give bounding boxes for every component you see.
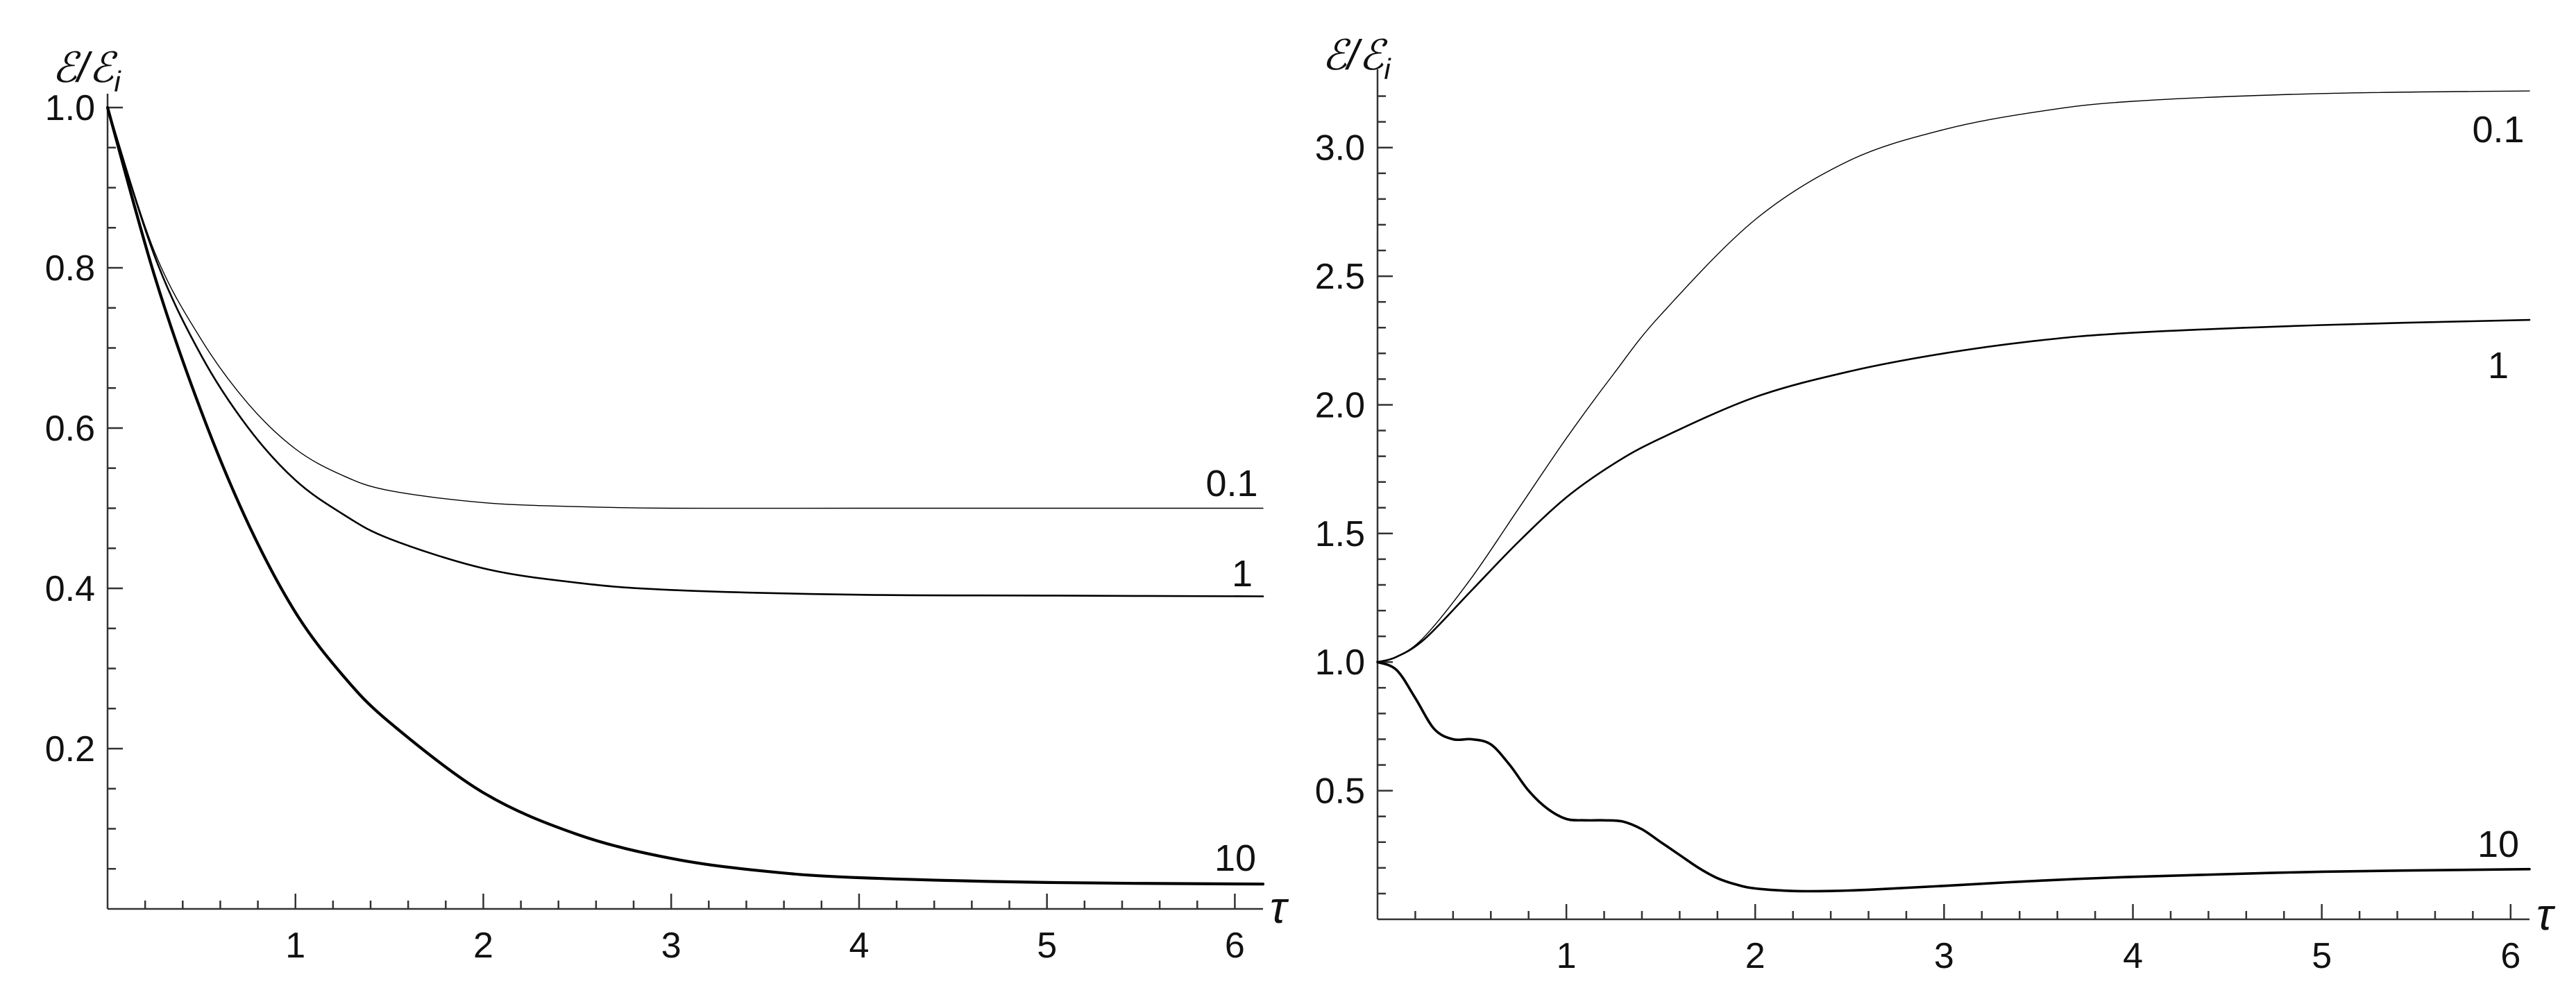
y-tick-label: 0.5 [1315,772,1365,812]
series-label-0_1: 0.1 [2472,109,2524,151]
y-tick-label: 1.0 [1315,642,1365,683]
x-tick-label: 6 [2500,936,2520,976]
series-label-1: 1 [2488,345,2509,386]
series-label-10: 10 [2477,824,2519,865]
y-tick-label: 2.0 [1315,385,1365,425]
left-chart-panel: 1 2 3 4 5 6 0.2 0.4 0.6 0.8 1.0ℰ/ℰi τ 0.1 1 10 [45,44,1289,966]
series-line-1 [1376,318,2531,663]
x-tick-label: 2 [1745,936,1765,976]
x-tick-label: 4 [2123,936,2143,976]
series-line-10 [1376,661,2531,893]
series-line-1 [106,106,1264,597]
x-tick-label: 5 [2312,936,2332,976]
x-tick-label: 2 [473,926,493,966]
y-axis-label: ℰ/ℰi [1322,32,1391,85]
x-tick-label: 5 [1037,926,1057,966]
y-tick-label: 0.6 [45,409,95,449]
y-axis-label: ℰ/ℰi [52,44,121,98]
series-label-10: 10 [1214,837,1256,879]
series-line-0_1 [107,107,1264,509]
x-tick-label: 6 [1225,926,1245,966]
right-chart-panel: 1 2 3 4 5 6 0.5 1.0 1.5 2.0 2.5 3.0 ℰ/ℰi τ 0.1 1 10 [1315,32,2556,976]
series-line-10 [105,105,1265,886]
y-tick-label: 0.4 [45,569,95,609]
y-tick-label: 2.5 [1315,257,1365,297]
y-tick-label: 0.8 [45,248,95,289]
x-tick-label: 4 [849,926,869,966]
y-tick-label: 0.2 [45,729,95,769]
x-tick-label: 3 [661,926,681,966]
x-tick-label: 1 [285,926,305,966]
x-tick-label: 3 [1934,936,1954,976]
y-tick-label: 1.0 [45,88,95,128]
series-line-0_1 [1377,90,2530,663]
y-tick-label: 3.0 [1315,128,1365,169]
series-label-0_1: 0.1 [1205,463,1257,504]
x-axis-label: τ [1270,883,1289,932]
x-tick-label: 1 [1557,936,1577,976]
y-tick-label: 1.5 [1315,514,1365,554]
x-axis-label: τ [2536,889,2556,939]
series-label-1: 1 [1232,553,1253,595]
